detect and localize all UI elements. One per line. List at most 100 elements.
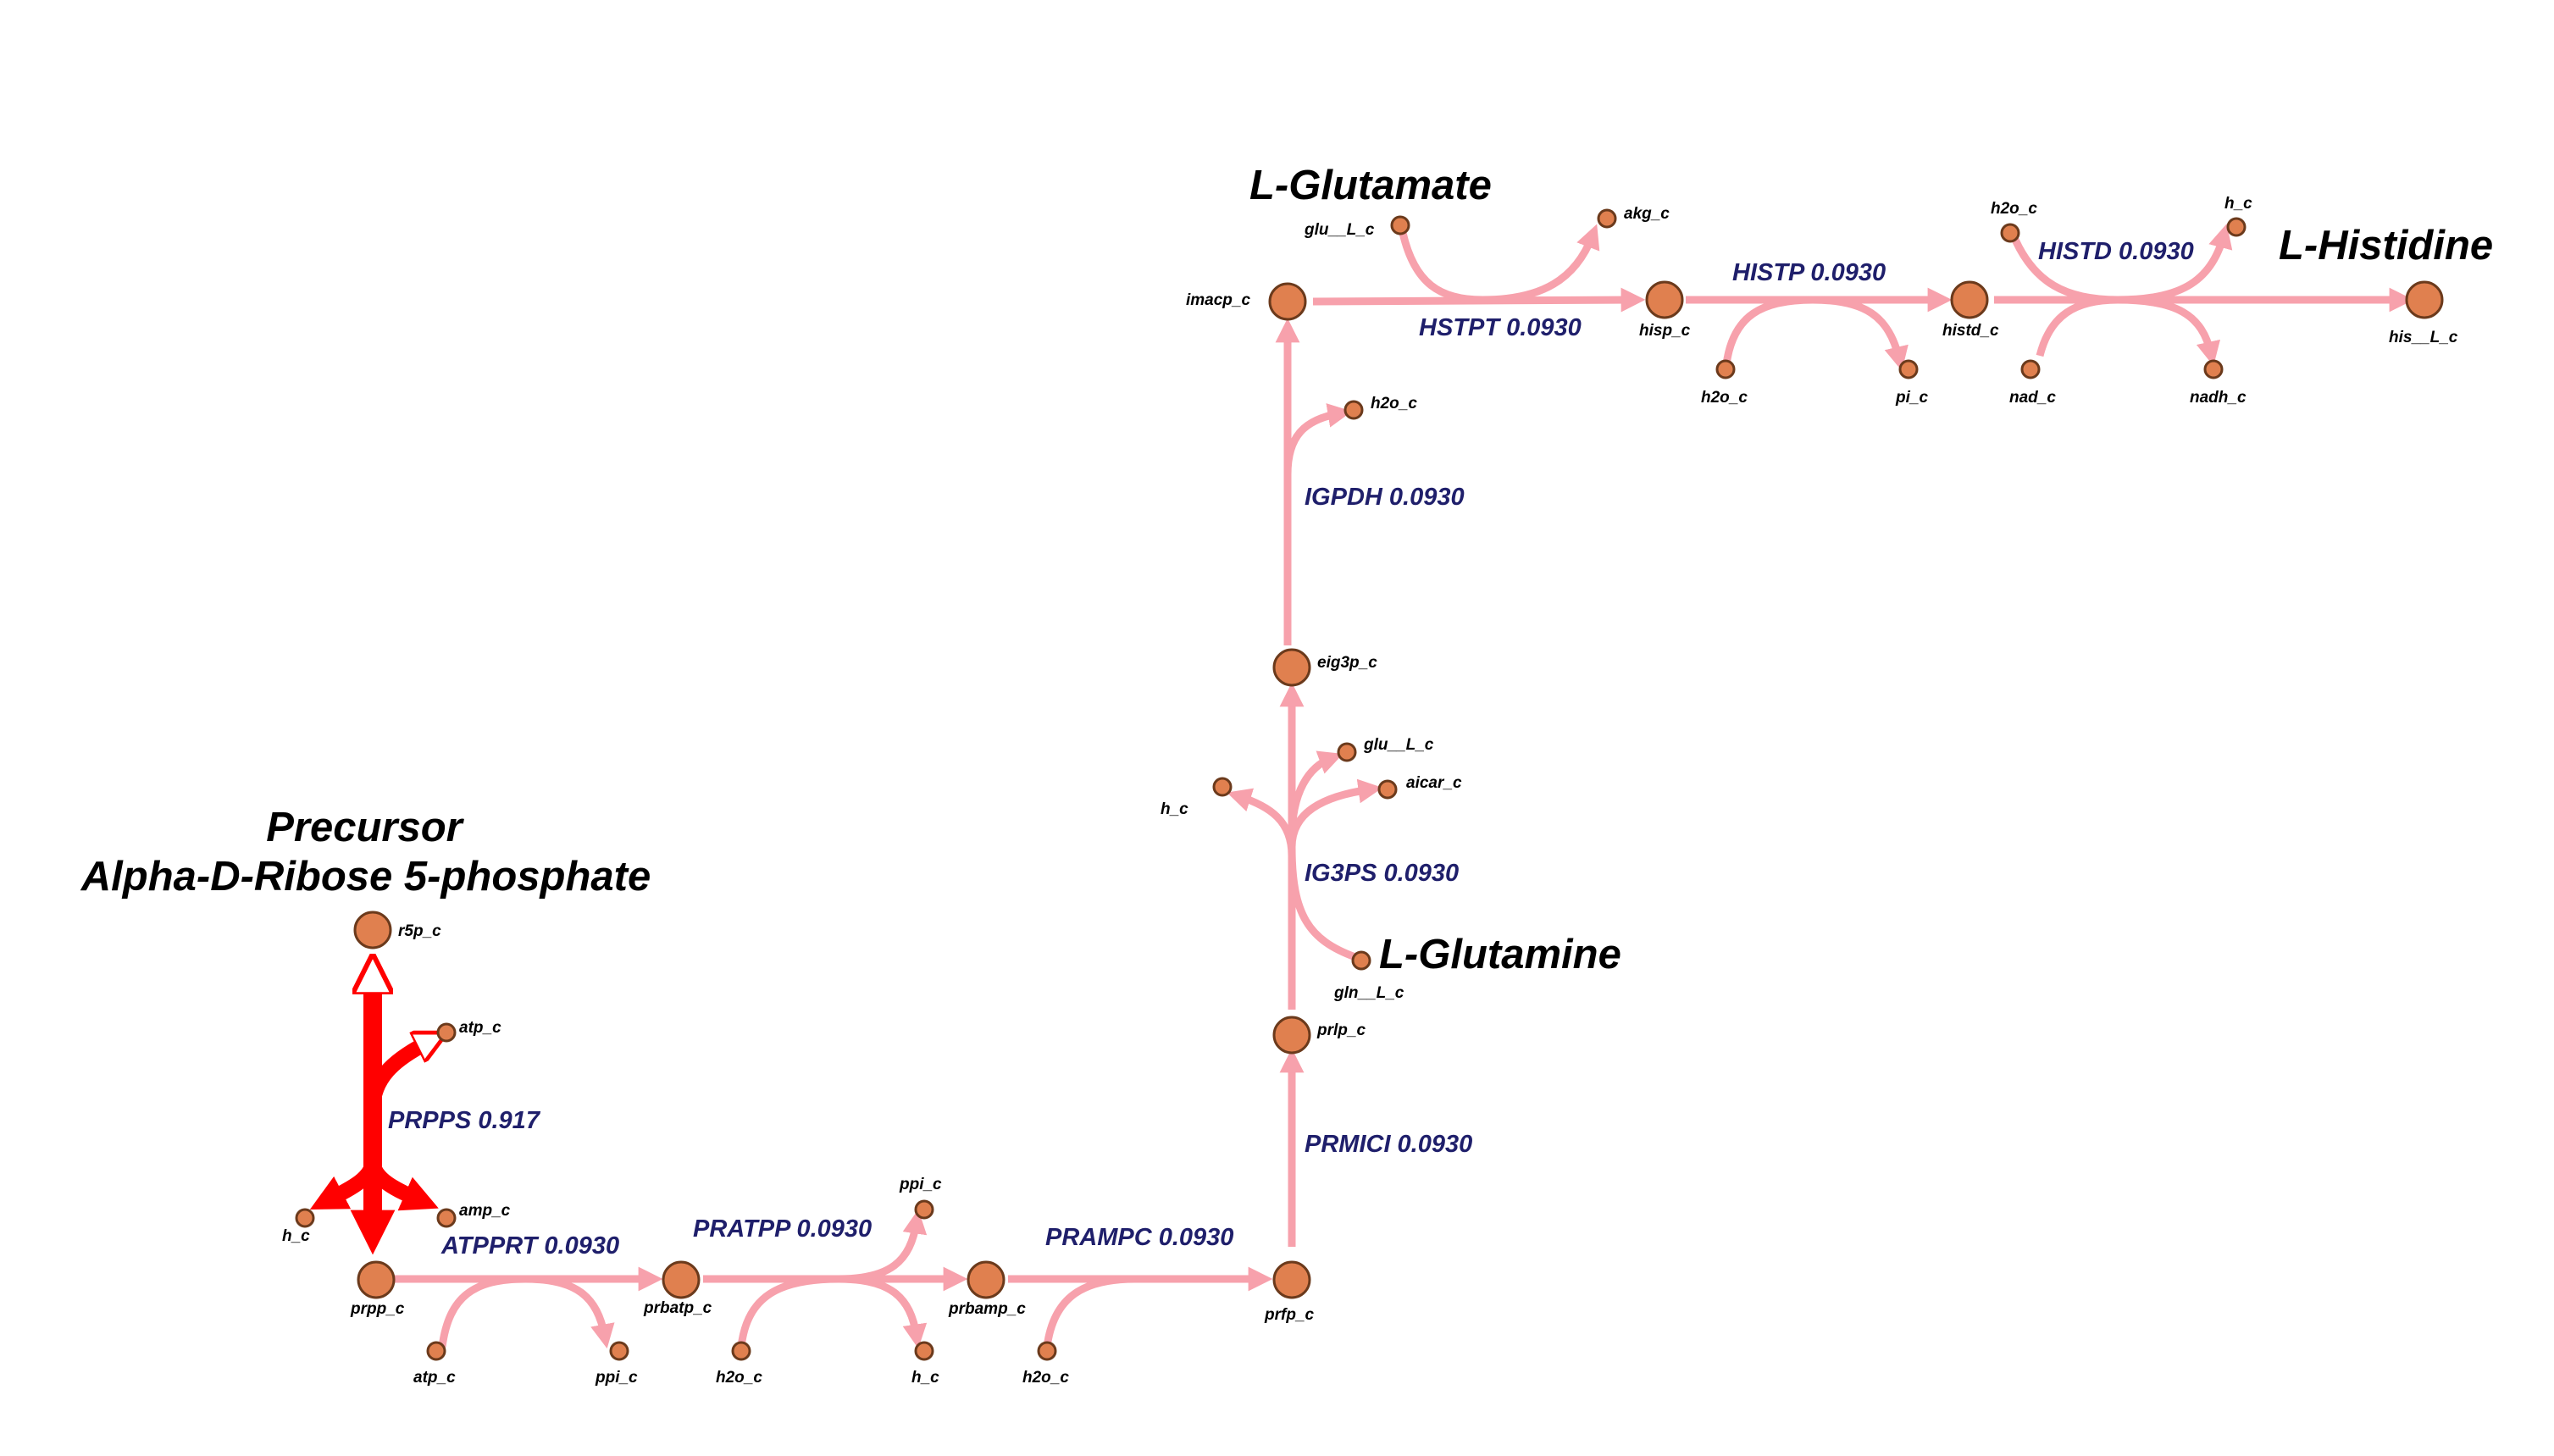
reaction-ig3ps[interactable] xyxy=(1227,682,1383,1010)
reaction-pratpp[interactable] xyxy=(703,1209,968,1349)
node-h2o_c-histd[interactable] xyxy=(2000,223,2020,243)
label-prfp_c: prfp_c xyxy=(1264,1306,1315,1324)
node-prbatp_c[interactable] xyxy=(662,1260,701,1299)
node-aicar_c[interactable] xyxy=(1377,779,1398,800)
edge-prpps-to-atp xyxy=(365,1040,432,1110)
edge-hstpt-akg xyxy=(1482,224,1600,304)
label-akg_c: akg_c xyxy=(1624,205,1670,223)
reaction-hstpt[interactable] xyxy=(1312,224,1646,313)
reaction-label-atpprt[interactable]: ATPPRT 0.0930 xyxy=(440,1232,619,1259)
reaction-histd[interactable] xyxy=(1994,224,2414,367)
node-glu__L_c-ig3ps[interactable] xyxy=(1337,742,1357,762)
node-hisp_c[interactable] xyxy=(1645,280,1684,319)
label-prbatp_c: prbatp_c xyxy=(643,1299,712,1317)
edge-histd-nadh xyxy=(2117,296,2221,367)
edge-pratpp-hc xyxy=(838,1275,928,1349)
label-prbamp_c: prbamp_c xyxy=(948,1300,1026,1318)
label-amp_c: amp_c xyxy=(459,1202,511,1220)
node-histd_c[interactable] xyxy=(1950,280,1989,319)
label-prpp_c: prpp_c xyxy=(350,1300,405,1318)
edge-ig3ps-hc xyxy=(1227,788,1296,856)
node-nad_c[interactable] xyxy=(2020,359,2041,379)
edge-atpprt-atp xyxy=(438,1275,526,1348)
node-atp_c-atpprt[interactable] xyxy=(426,1341,446,1361)
node-h2o_c-pratpp[interactable] xyxy=(731,1341,751,1361)
node-ppi_c-atpprt[interactable] xyxy=(609,1341,629,1361)
node-h_c-prpps[interactable] xyxy=(295,1208,315,1228)
reaction-prpps[interactable] xyxy=(309,974,439,1255)
node-h_c-pratpp[interactable] xyxy=(914,1341,934,1361)
edge-igpdh-h2o xyxy=(1283,403,1353,475)
node-gln__L_c[interactable] xyxy=(1351,950,1371,971)
reaction-label-igpdh[interactable]: IGPDH 0.0930 xyxy=(1305,484,1465,511)
node-pi_c[interactable] xyxy=(1898,359,1919,379)
node-h2o_c-prampc[interactable] xyxy=(1037,1341,1057,1361)
node-ppi_c-pratpp[interactable] xyxy=(914,1199,934,1220)
glutamine-label: L-Glutamine xyxy=(1379,932,1621,977)
precursor-label-line2: Alpha-D-Ribose 5-phosphate xyxy=(80,854,651,900)
edge-histd-nad xyxy=(2036,296,2119,357)
label-atp_c-prpps: atp_c xyxy=(459,1019,501,1037)
edge-pratpp-h2o xyxy=(737,1275,839,1348)
reaction-igpdh[interactable] xyxy=(1275,318,1353,645)
label-atp_c-atpprt: atp_c xyxy=(413,1369,456,1387)
reaction-label-prampc[interactable]: PRAMPC 0.0930 xyxy=(1045,1224,1233,1251)
reaction-histp[interactable] xyxy=(1686,287,1953,372)
reaction-label-histp[interactable]: HISTP 0.0930 xyxy=(1732,259,1886,286)
label-ppi_c-atpprt: ppi_c xyxy=(595,1369,638,1387)
label-h_c-ig3ps: h_c xyxy=(1161,800,1188,818)
node-h_c-histd[interactable] xyxy=(2226,217,2247,237)
node-akg_c[interactable] xyxy=(1597,208,1617,229)
node-h2o_c-histp[interactable] xyxy=(1715,359,1736,379)
reaction-label-prpps[interactable]: PRPPS 0.917 xyxy=(388,1107,541,1134)
node-h2o_c-igpdh[interactable] xyxy=(1343,400,1364,420)
node-prbamp_c[interactable] xyxy=(967,1260,1006,1299)
reaction-labels: PRPPS 0.917 ATPPRT 0.0930 PRATPP 0.0930 … xyxy=(388,238,2194,1259)
label-prlp_c: prlp_c xyxy=(1316,1021,1366,1039)
reaction-atpprt[interactable] xyxy=(394,1266,663,1349)
label-h_c-pratpp: h_c xyxy=(911,1369,939,1387)
edge-ig3ps-glu xyxy=(1288,750,1343,839)
node-prfp_c[interactable] xyxy=(1272,1260,1311,1299)
label-eig3p_c: eig3p_c xyxy=(1317,654,1377,672)
precursor-label-line1: Precursor xyxy=(266,805,464,850)
node-atp_c-prpps[interactable] xyxy=(436,1022,457,1043)
label-aicar_c: aicar_c xyxy=(1406,774,1462,792)
label-h2o_c-histd: h2o_c xyxy=(1991,200,2037,218)
label-hisp_c: hisp_c xyxy=(1639,322,1691,340)
node-glu__L_c-hstpt[interactable] xyxy=(1390,215,1410,235)
reaction-label-ig3ps[interactable]: IG3PS 0.0930 xyxy=(1305,860,1459,887)
label-gln__L_c: gln__L_c xyxy=(1333,984,1404,1002)
label-h2o_c-prampc: h2o_c xyxy=(1022,1369,1069,1387)
label-imacp_c: imacp_c xyxy=(1186,291,1250,309)
node-amp_c[interactable] xyxy=(436,1208,457,1228)
edge-ig3ps-aicar xyxy=(1288,778,1383,848)
edge-ig3ps-gln xyxy=(1288,846,1357,961)
label-nadh_c: nadh_c xyxy=(2190,389,2247,407)
node-prlp_c[interactable] xyxy=(1272,1016,1311,1055)
node-prpp_c[interactable] xyxy=(357,1260,396,1299)
glutamate-label: L-Glutamate xyxy=(1249,163,1492,208)
node-h_c-ig3ps[interactable] xyxy=(1212,777,1233,797)
edge-atpprt-ppi xyxy=(524,1275,615,1349)
node-his__L_c[interactable] xyxy=(2405,280,2444,319)
label-nad_c: nad_c xyxy=(2009,389,2056,407)
label-h2o_c-igpdh: h2o_c xyxy=(1371,395,1417,412)
histidine-label: L-Histidine xyxy=(2279,223,2493,269)
node-eig3p_c[interactable] xyxy=(1272,648,1311,687)
label-h_c-histd: h_c xyxy=(2224,195,2252,213)
node-nadh_c[interactable] xyxy=(2203,359,2224,379)
node-r5p_c[interactable] xyxy=(353,911,392,949)
edge-prpps-to-amp xyxy=(365,1159,439,1211)
reaction-label-histd[interactable]: HISTD 0.0930 xyxy=(2038,238,2194,265)
label-r5p_c: r5p_c xyxy=(398,922,441,940)
edge-prampc-h2o xyxy=(1043,1275,1136,1348)
reaction-label-prmici[interactable]: PRMICI 0.0930 xyxy=(1305,1131,1472,1158)
reaction-label-pratpp[interactable]: PRATPP 0.0930 xyxy=(693,1215,872,1243)
label-h_c-prpps: h_c xyxy=(282,1227,310,1245)
label-histd_c: histd_c xyxy=(1942,322,1999,340)
node-imacp_c[interactable] xyxy=(1268,282,1307,321)
reaction-label-hstpt[interactable]: HSTPT 0.0930 xyxy=(1419,314,1582,341)
reaction-prampc[interactable] xyxy=(1008,1266,1273,1348)
label-pi_c: pi_c xyxy=(1895,389,1928,407)
